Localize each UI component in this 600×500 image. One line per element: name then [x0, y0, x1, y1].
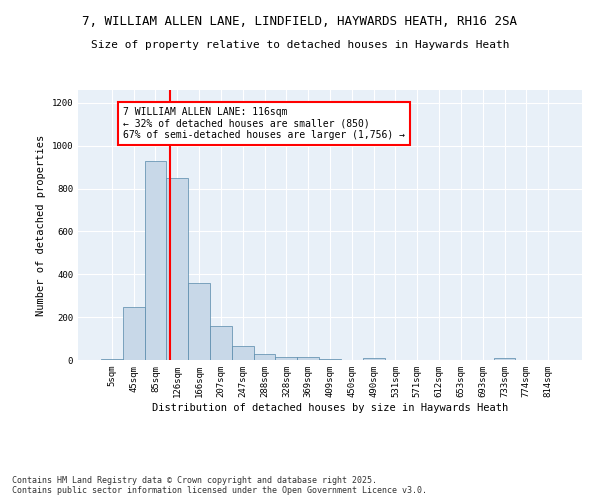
Text: 7 WILLIAM ALLEN LANE: 116sqm
← 32% of detached houses are smaller (850)
67% of s: 7 WILLIAM ALLEN LANE: 116sqm ← 32% of de… [123, 107, 405, 140]
Bar [101, 359, 123, 360]
Bar [210, 326, 232, 360]
Bar [145, 160, 166, 360]
Bar [254, 354, 275, 360]
Bar [232, 346, 254, 360]
Bar [275, 358, 297, 360]
Bar [166, 178, 188, 360]
X-axis label: Distribution of detached houses by size in Haywards Heath: Distribution of detached houses by size … [152, 402, 508, 412]
Bar [123, 307, 145, 360]
Text: Size of property relative to detached houses in Haywards Heath: Size of property relative to detached ho… [91, 40, 509, 50]
Bar [363, 358, 385, 360]
Text: Contains HM Land Registry data © Crown copyright and database right 2025.
Contai: Contains HM Land Registry data © Crown c… [12, 476, 427, 495]
Bar [494, 358, 515, 360]
Y-axis label: Number of detached properties: Number of detached properties [36, 134, 46, 316]
Bar [319, 359, 341, 360]
Text: 7, WILLIAM ALLEN LANE, LINDFIELD, HAYWARDS HEATH, RH16 2SA: 7, WILLIAM ALLEN LANE, LINDFIELD, HAYWAR… [83, 15, 517, 28]
Bar [188, 284, 210, 360]
Bar [297, 358, 319, 360]
